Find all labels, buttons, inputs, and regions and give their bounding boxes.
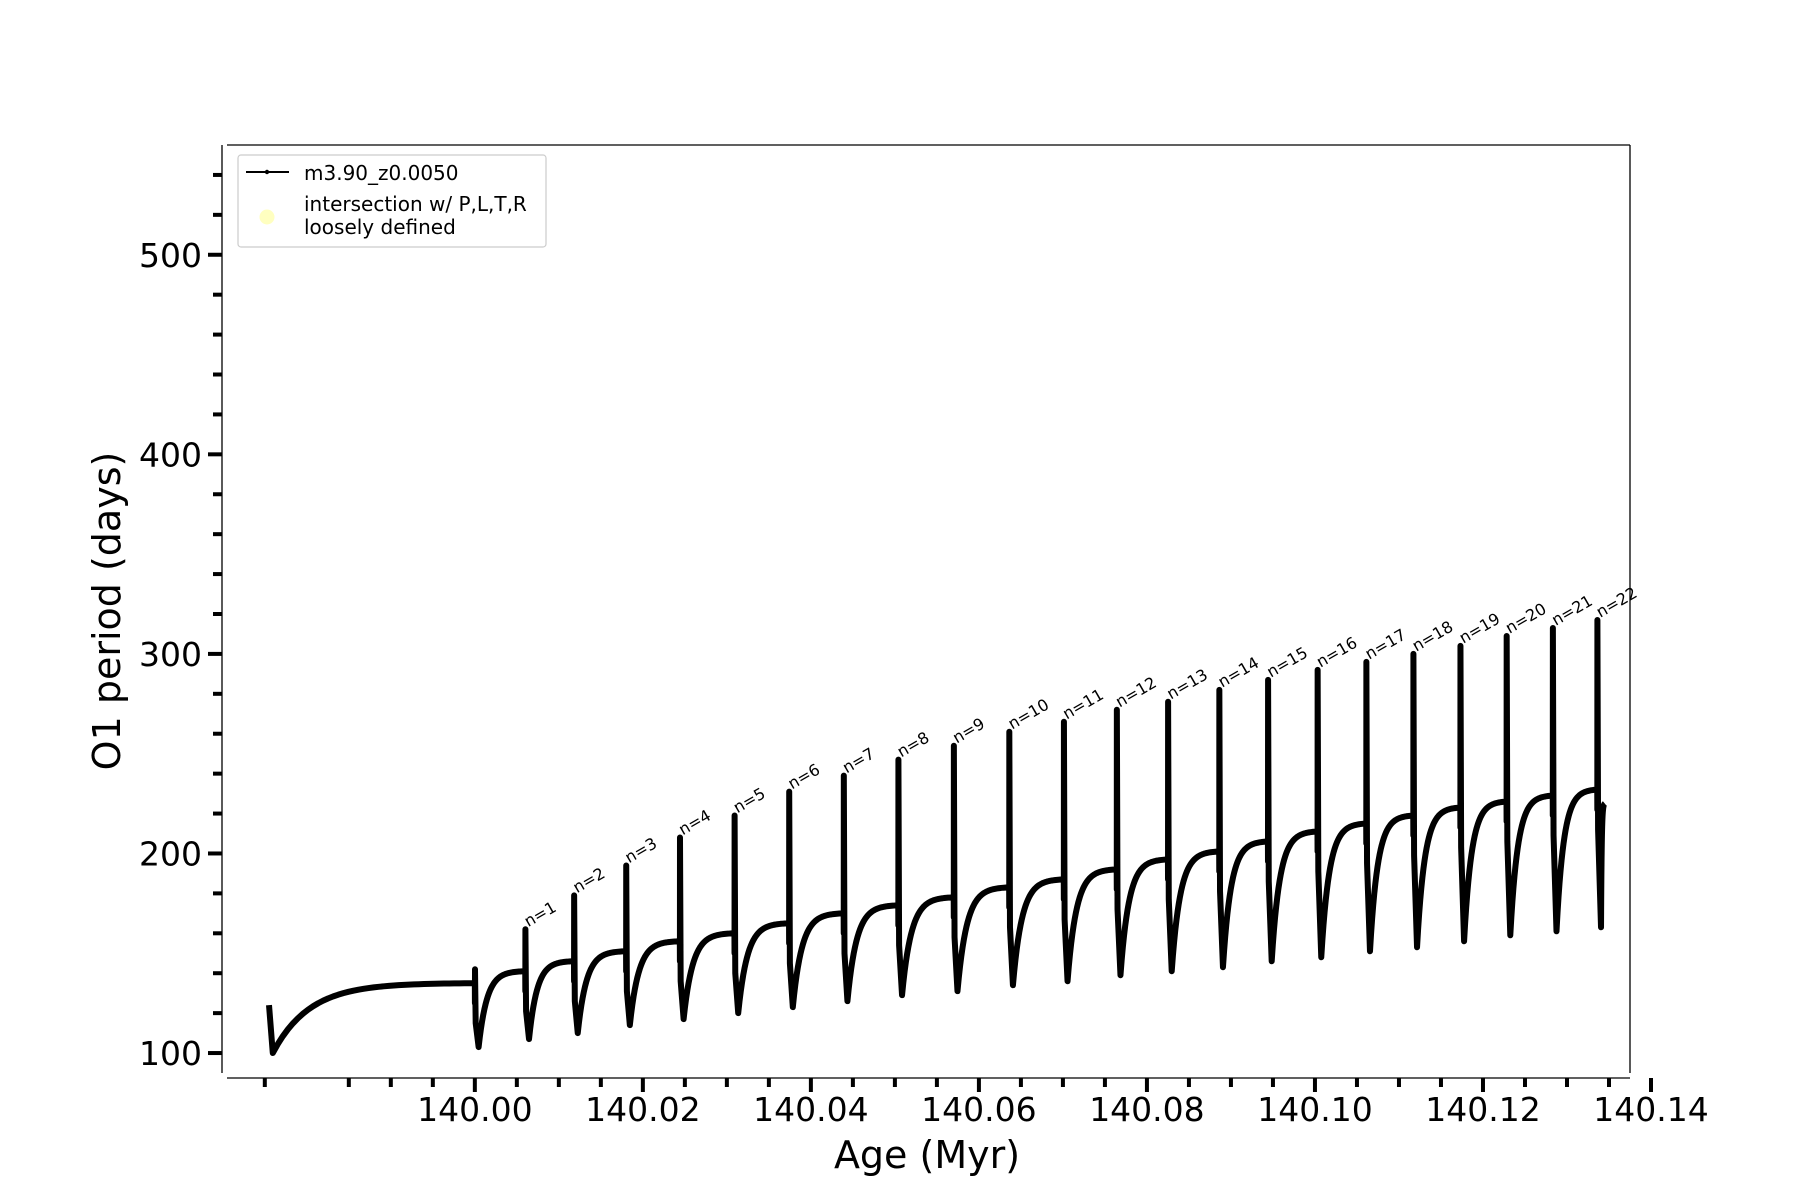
legend-marker-swatch bbox=[264, 169, 270, 175]
legend: m3.90_z0.0050 intersection w/ P,L,T,R lo… bbox=[237, 154, 547, 248]
x-tick-label: 140.04 bbox=[753, 1090, 868, 1129]
legend-label-intersection-line1: intersection w/ P,L,T,R bbox=[304, 192, 527, 216]
x-tick-label: 140.00 bbox=[417, 1090, 532, 1129]
x-axis-title: Age (Myr) bbox=[834, 1133, 1020, 1177]
y-tick-label: 100 bbox=[139, 1034, 202, 1073]
x-tick-label: 140.10 bbox=[1257, 1090, 1372, 1129]
x-tick-label: 140.08 bbox=[1089, 1090, 1204, 1129]
legend-circle-swatch bbox=[259, 209, 275, 225]
y-axis-ticks: 100 200 300 400 500 bbox=[139, 145, 223, 1073]
x-tick-label: 140.14 bbox=[1593, 1090, 1708, 1129]
legend-label-model: m3.90_z0.0050 bbox=[304, 161, 459, 185]
y-tick-label: 300 bbox=[139, 635, 202, 674]
legend-frame bbox=[237, 154, 547, 248]
series-line-m3-90-z0-0050 bbox=[266, 616, 1608, 1057]
y-tick-label: 400 bbox=[139, 435, 202, 474]
y-axis-title: O1 period (days) bbox=[85, 452, 129, 771]
x-tick-label: 140.02 bbox=[585, 1090, 700, 1129]
y-tick-label: 500 bbox=[139, 236, 202, 275]
x-axis-ticks: 140.00 140.02 140.04 140.06 140.08 140.10 140.… bbox=[227, 1077, 1709, 1129]
y-tick-label: 200 bbox=[139, 834, 202, 873]
x-tick-label: 140.06 bbox=[921, 1090, 1036, 1129]
x-tick-label: 140.12 bbox=[1425, 1090, 1540, 1129]
legend-label-intersection-line2: loosely defined bbox=[304, 215, 456, 239]
